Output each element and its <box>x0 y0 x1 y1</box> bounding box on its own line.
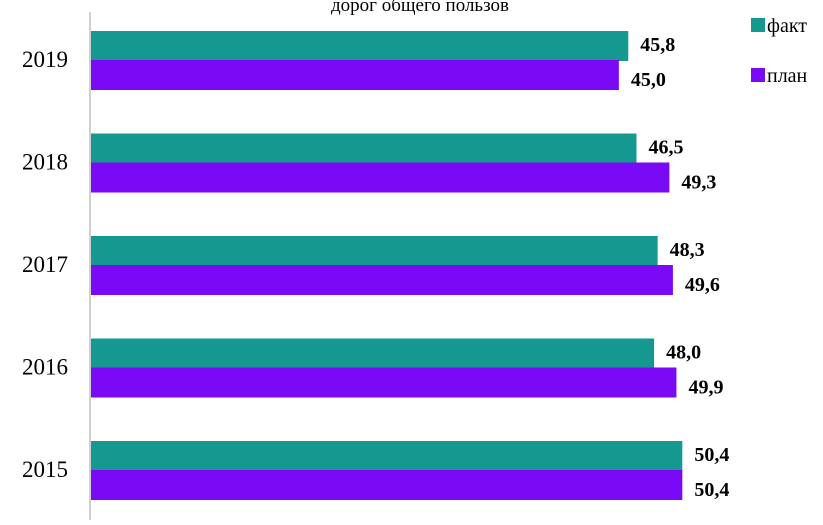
chart-title: дорог общего пользов <box>331 0 509 16</box>
data-label: 45,8 <box>640 34 675 56</box>
legend-swatch <box>751 18 765 32</box>
category-label: 2015 <box>22 457 68 482</box>
category-label: 2017 <box>22 252 68 277</box>
bar-plan <box>91 470 683 500</box>
bar-fact <box>91 236 658 266</box>
bar-fact <box>91 338 655 369</box>
bar-fact <box>91 31 629 61</box>
bar-fact <box>91 441 683 471</box>
data-label: 49,9 <box>688 377 723 399</box>
data-label: 50,4 <box>694 444 729 466</box>
category-labels: 2019 2018 2017 2016 2015 <box>22 47 68 482</box>
data-label: 49,3 <box>681 172 716 194</box>
legend-swatch <box>751 68 765 82</box>
data-label: 48,0 <box>666 342 701 364</box>
bar-plan <box>91 367 677 398</box>
bar-plan <box>91 60 619 90</box>
bar-fact <box>91 133 637 164</box>
legend: факт план <box>751 15 808 87</box>
category-label: 2016 <box>22 355 68 380</box>
data-label: 49,6 <box>685 274 720 296</box>
legend-label: факт <box>767 15 807 37</box>
bar-plan <box>91 162 670 193</box>
data-label: 46,5 <box>648 137 683 159</box>
category-label: 2019 <box>22 47 68 72</box>
bars-layer: 45,8 45,0 46,5 49,3 48,3 49,6 48,0 49,9 50,4 50,4 <box>91 31 729 501</box>
legend-label: план <box>767 65 808 87</box>
category-label: 2018 <box>22 150 68 175</box>
bar-plan <box>91 265 673 295</box>
data-label: 48,3 <box>670 239 705 261</box>
data-label: 45,0 <box>631 69 666 91</box>
data-label: 50,4 <box>694 479 729 501</box>
